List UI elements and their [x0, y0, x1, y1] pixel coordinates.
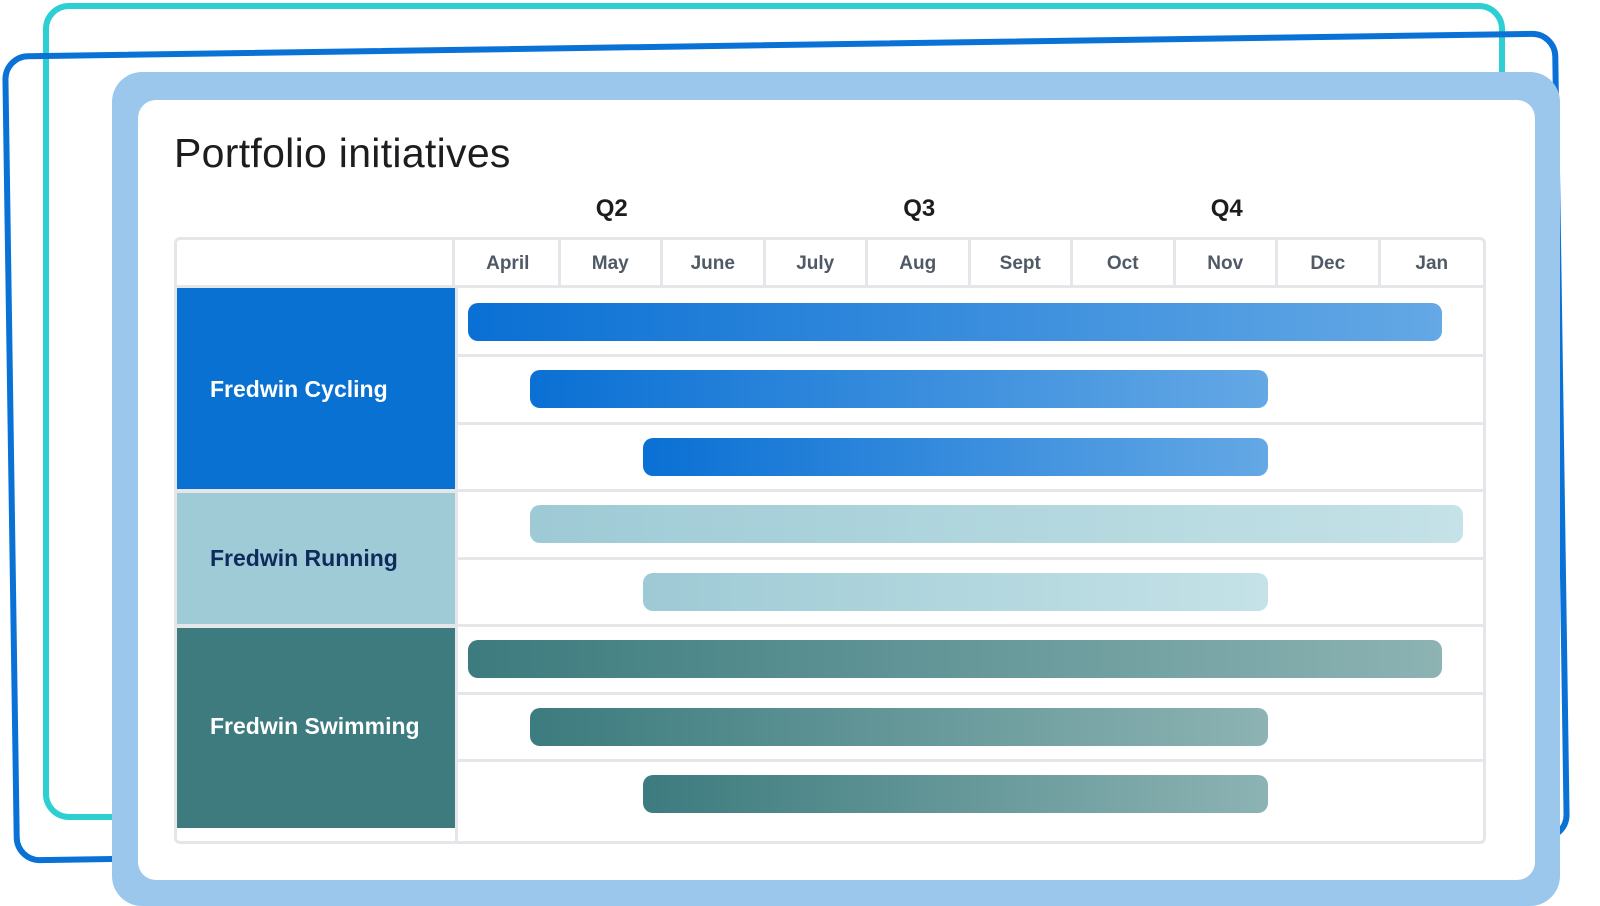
gantt-bar-fredwin-swimming-1[interactable] [468, 640, 1442, 679]
group-label-fredwin-running: Fredwin Running [177, 490, 455, 626]
month-header-dec: Dec [1278, 240, 1381, 288]
gantt-bar-fredwin-cycling-2[interactable] [529, 370, 1268, 409]
month-header-may: May [561, 240, 663, 288]
row-divider [458, 759, 1483, 762]
gantt-bar-fredwin-running-2[interactable] [642, 572, 1268, 611]
gantt-bar-fredwin-cycling-3[interactable] [642, 437, 1268, 476]
row-divider [458, 556, 1483, 560]
quarter-label-q2: Q2 [595, 195, 628, 222]
group-label-fredwin-swimming: Fredwin Swimming [177, 625, 455, 828]
gantt-bar-fredwin-running-1[interactable] [529, 505, 1463, 544]
group-label-fredwin-cycling: Fredwin Cycling [177, 288, 455, 491]
gantt-bar-fredwin-swimming-2[interactable] [529, 707, 1268, 746]
group-column-divider [455, 288, 458, 841]
group-divider [177, 623, 458, 628]
gantt-table: April May June July Aug Sept Oct Nov Dec Jan Fred… [174, 237, 1486, 844]
row-divider [458, 489, 1483, 492]
gantt-bar-fredwin-swimming-3[interactable] [642, 775, 1268, 814]
month-header-aug: Aug [868, 240, 971, 288]
month-header-nov: Nov [1176, 240, 1278, 288]
chart-title: Portfolio initiatives [174, 130, 511, 176]
month-header-oct: Oct [1073, 240, 1176, 288]
quarter-label-q3: Q3 [903, 195, 936, 222]
row-divider [458, 691, 1483, 695]
quarter-label-q4: Q4 [1210, 195, 1243, 222]
header-corner-cell [177, 240, 455, 288]
month-header-april: April [458, 240, 561, 288]
month-header-july: July [766, 240, 868, 288]
month-header-jan: Jan [1415, 253, 1449, 274]
month-header-sept: Sept [971, 240, 1073, 288]
row-divider [458, 624, 1483, 627]
group-divider [177, 488, 458, 493]
month-header-june: June [663, 240, 766, 288]
header-divider [177, 285, 1483, 288]
row-divider [458, 421, 1483, 425]
row-divider [458, 354, 1483, 357]
gantt-bar-fredwin-cycling-1[interactable] [468, 302, 1442, 341]
